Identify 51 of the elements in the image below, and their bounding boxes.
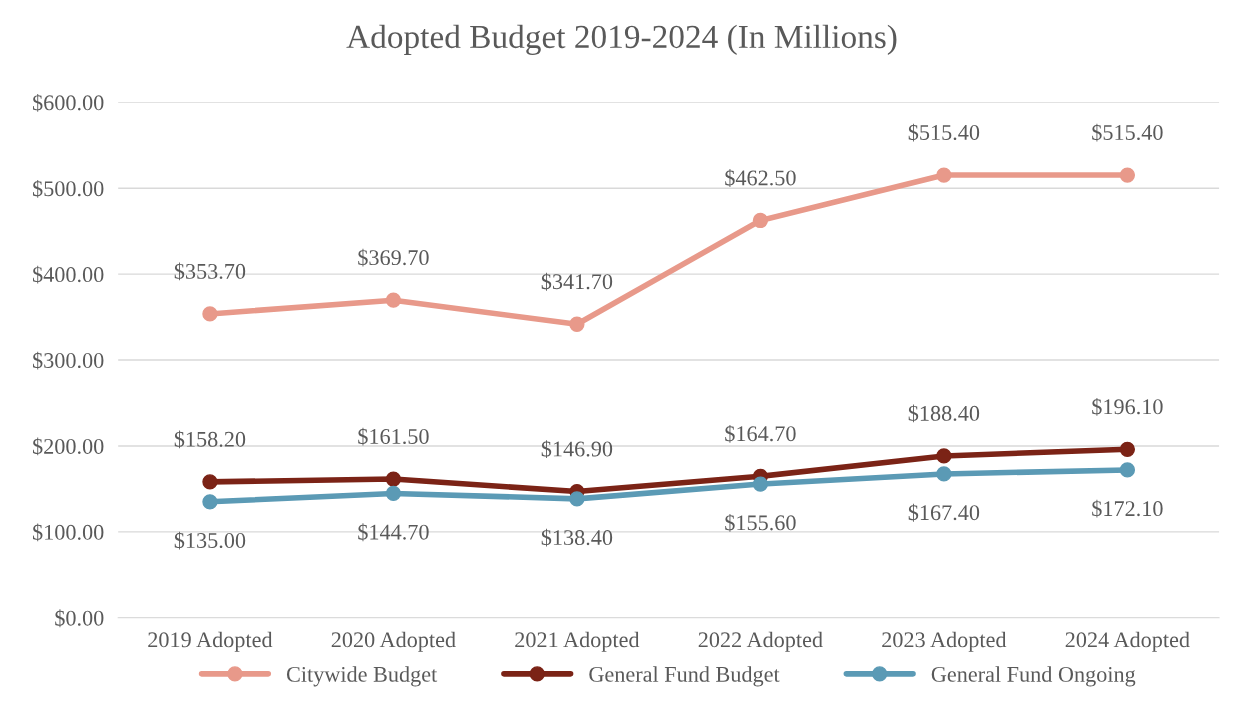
data-label: $144.70: [358, 523, 429, 542]
x-tick-label: 2023 Adopted: [882, 631, 1007, 652]
y-tick-label: $0.00: [55, 609, 104, 628]
data-label: $164.70: [725, 424, 796, 443]
point: [1119, 167, 1136, 183]
y-tick-label: $400.00: [33, 265, 104, 284]
point: [752, 476, 769, 492]
data-label: $167.40: [908, 503, 980, 522]
data-label: $188.40: [908, 404, 980, 423]
data-label: $341.70: [541, 272, 613, 291]
chart-title: Adopted Budget 2019-2024 (In Millions): [346, 24, 897, 56]
data-label: $515.40: [908, 123, 980, 142]
point: [385, 485, 402, 502]
point: [202, 306, 218, 322]
y-tick-label: $100.00: [33, 523, 104, 542]
y-tick-label: $200.00: [33, 437, 104, 456]
point: [1119, 462, 1136, 478]
point: [1119, 441, 1136, 457]
data-label: $155.60: [725, 513, 796, 532]
point: [936, 448, 952, 464]
x-tick-label: 2019 Adopted: [148, 631, 273, 652]
data-label: $515.40: [1092, 123, 1163, 142]
point: [569, 316, 585, 332]
y-tick-label: $500.00: [33, 179, 104, 198]
data-label: $196.10: [1092, 397, 1163, 416]
legend-label: General Fund Ongoing: [931, 666, 1136, 687]
point: [385, 471, 402, 487]
data-label: $135.00: [174, 531, 246, 550]
point: [202, 494, 218, 510]
data-label: $158.20: [174, 430, 246, 449]
x-tick-label: 2021 Adopted: [515, 631, 640, 652]
data-label: $138.40: [541, 528, 613, 547]
legend-label: Citywide Budget: [286, 666, 438, 687]
x-tick-label: 2024 Adopted: [1065, 631, 1190, 652]
point: [936, 466, 952, 482]
legend-label: General Fund Budget: [589, 666, 780, 687]
x-tick-label: 2020 Adopted: [331, 631, 456, 652]
data-label: $146.90: [541, 440, 613, 458]
y-tick-label: $300.00: [33, 351, 104, 370]
y-tick-label: $600.00: [33, 93, 104, 112]
point: [569, 491, 585, 507]
point: [752, 212, 769, 229]
data-label: $369.70: [358, 248, 429, 267]
point: [385, 292, 402, 308]
point: [202, 474, 218, 490]
data-label: $172.10: [1092, 499, 1163, 518]
x-tick-label: 2022 Adopted: [698, 631, 823, 652]
point: [936, 167, 952, 183]
data-label: $353.70: [174, 262, 246, 281]
data-label: $161.50: [358, 427, 429, 446]
data-label: $462.50: [725, 169, 796, 187]
